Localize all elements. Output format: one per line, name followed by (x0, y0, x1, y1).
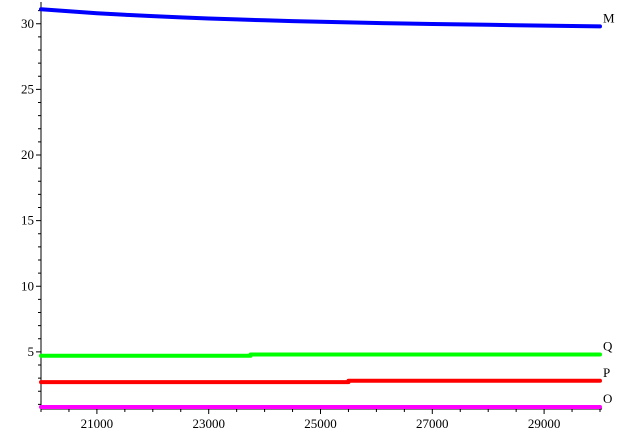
y-tick-label: 15 (21, 213, 34, 228)
series-label-o: O (603, 391, 612, 406)
x-tick-label: 23000 (192, 416, 225, 431)
axes: 5 10 15 20 25 30 21000 23000 25000 27000 29000 (21, 2, 602, 431)
series-line-m (39, 7, 602, 29)
series-group (39, 7, 602, 409)
x-tick-label: 25000 (304, 416, 337, 431)
series-line-p (39, 378, 602, 385)
y-tick-label: 10 (21, 278, 34, 293)
series-label-m: M (603, 10, 615, 25)
series-labels: M QPO (603, 10, 615, 406)
x-tick-label: 27000 (416, 416, 449, 431)
x-tick-label: 29000 (528, 416, 561, 431)
y-tick-label: 30 (21, 16, 34, 31)
series-label-p: P (603, 365, 610, 380)
x-tick-label: 21000 (81, 416, 114, 431)
series-label-q: Q (603, 339, 613, 354)
y-tick-label: 25 (21, 81, 34, 96)
series-line-q (39, 352, 602, 358)
y-tick-label: 5 (28, 344, 35, 359)
y-tick-label: 20 (21, 147, 34, 162)
